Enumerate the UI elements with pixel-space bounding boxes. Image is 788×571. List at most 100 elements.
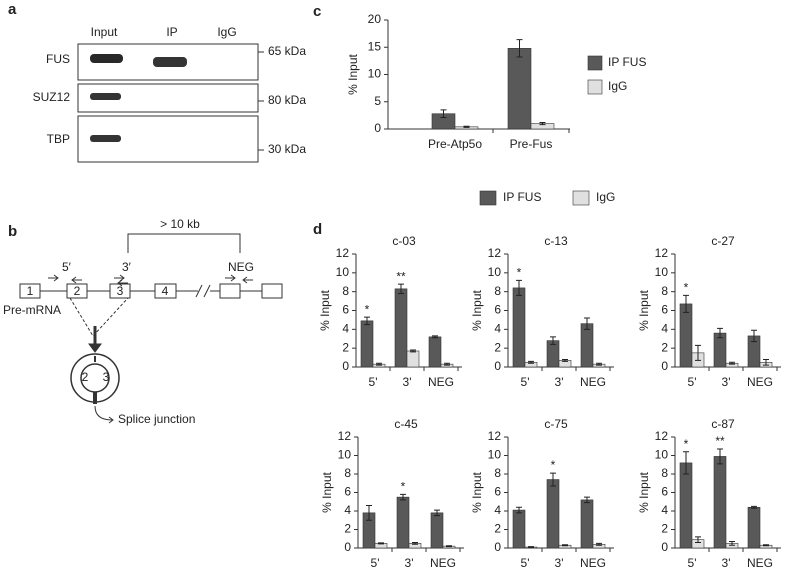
primer (114, 274, 128, 287)
y-tick-label: 6 (494, 485, 501, 499)
legend-label: IgG (596, 190, 615, 204)
error-bar (751, 329, 757, 343)
y-tick-label: 0 (494, 540, 501, 554)
primer-label: NEG (228, 260, 254, 274)
bar (430, 512, 444, 549)
error-bar (440, 109, 447, 119)
panel-label: b (8, 223, 17, 240)
y-tick-label: 12 (488, 429, 502, 443)
junction-label: Splice junction (118, 412, 195, 426)
error-bar (584, 496, 590, 504)
transcript-label: Pre-mRNA (3, 303, 61, 317)
legend-swatch (572, 190, 590, 206)
error-bar (434, 509, 440, 517)
bar (546, 479, 560, 549)
span-bracket (127, 233, 241, 253)
junction-arrow (94, 405, 113, 421)
y-tick-label: 6 (342, 303, 349, 317)
row-label: FUS (46, 52, 70, 66)
primer (48, 274, 82, 284)
exon-label: 2 (74, 284, 81, 298)
exon (19, 283, 41, 299)
error-bar (539, 121, 546, 126)
error-bar (412, 541, 418, 545)
x-tick-label: 3' (722, 375, 731, 389)
y-axis-label: % Input (320, 471, 334, 512)
chart-title: c-87 (711, 417, 735, 431)
error-bar (432, 335, 438, 339)
junction-arrow-head (108, 416, 114, 424)
y-tick-label: 10 (655, 448, 669, 462)
y-tick-label: 0 (374, 121, 381, 135)
y-tick-label: 10 (655, 265, 669, 279)
bar (713, 456, 727, 549)
panel-label: c (313, 3, 321, 20)
bar (507, 48, 532, 130)
break (195, 284, 211, 298)
y-tick-label: 0 (342, 359, 349, 373)
error-bar (763, 358, 769, 366)
primer (225, 274, 253, 284)
error-bar (446, 545, 452, 548)
error-bar (729, 541, 735, 546)
error-bar (410, 349, 416, 353)
y-tick-label: 8 (494, 466, 501, 480)
y-axis-label: % Input (637, 289, 651, 330)
row-label: TBP (47, 132, 70, 146)
error-bar (528, 360, 534, 364)
splice-guide (69, 297, 129, 337)
y-tick-label: 2 (661, 522, 668, 536)
y-tick-label: 8 (661, 284, 668, 298)
bar (396, 496, 410, 549)
marker-label: 80 kDa (268, 93, 306, 107)
row-label: SUZ12 (33, 90, 71, 104)
y-tick-label: 0 (494, 359, 501, 373)
significance: * (365, 302, 370, 316)
y-tick-label: 4 (342, 322, 349, 336)
bar (406, 350, 420, 368)
significance: * (551, 458, 556, 472)
y-tick-label: 12 (655, 246, 669, 260)
lane-label: IgG (217, 25, 236, 39)
y-tick-label: 2 (661, 340, 668, 354)
band (90, 54, 123, 63)
error-bar (695, 536, 701, 543)
y-tick-label: 8 (342, 284, 349, 298)
panel-label: d (313, 221, 322, 238)
y-tick-label: 2 (344, 522, 351, 536)
error-bar (683, 451, 689, 475)
x-tick-label: 5' (688, 375, 697, 389)
y-axis-label: % Input (470, 289, 484, 330)
y-tick-label: 5 (374, 94, 381, 108)
y-tick-label: 4 (494, 503, 501, 517)
error-bar (398, 283, 404, 295)
x-tick-label: 3' (555, 556, 564, 570)
circ-exon-label: 3 (103, 370, 110, 384)
legend-swatch (587, 55, 603, 71)
y-axis-label: % Input (318, 289, 332, 330)
chart-title: c-13 (544, 234, 568, 248)
y-tick-label: 10 (488, 265, 502, 279)
x-tick-label: NEG (428, 375, 454, 389)
y-tick-label: 4 (344, 503, 351, 517)
y-axis-label: % Input (346, 53, 360, 94)
x-tick-label: NEG (580, 556, 606, 570)
y-tick-label: 12 (338, 429, 352, 443)
error-bar (683, 294, 689, 313)
x-tick-label: Pre-Atp5o (428, 137, 482, 151)
y-tick-label: 10 (488, 448, 502, 462)
exon (261, 283, 283, 299)
bar (580, 499, 594, 549)
y-tick-label: 2 (494, 522, 501, 536)
significance: * (517, 266, 522, 280)
x-tick-label: 3' (405, 556, 414, 570)
chart-title: c-03 (392, 234, 416, 248)
significance: ** (396, 269, 406, 283)
exon-label: 4 (162, 284, 169, 298)
significance: * (684, 281, 689, 295)
x-tick-label: NEG (747, 556, 773, 570)
bar (360, 320, 374, 368)
legend-label: IP FUS (503, 190, 541, 204)
error-bar (717, 448, 723, 465)
